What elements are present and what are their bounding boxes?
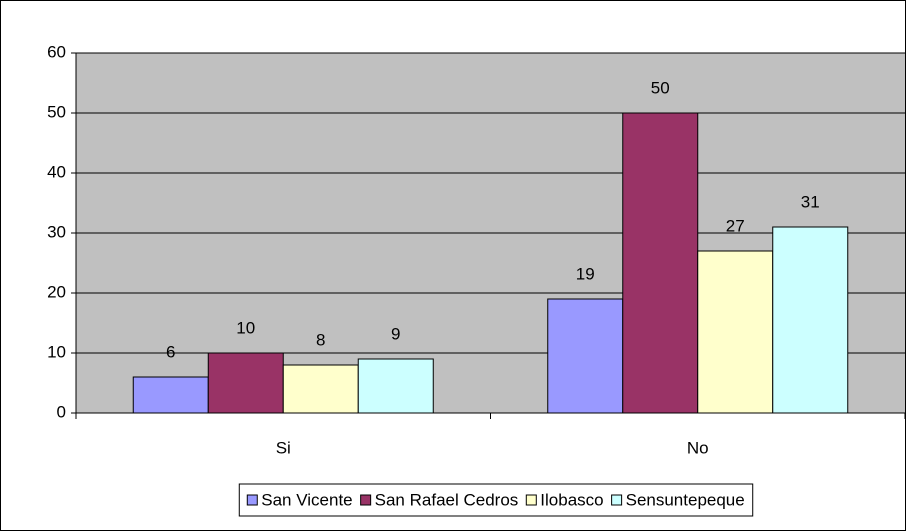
legend: San Vicente San Rafael Cedros Ilobasco Sens… <box>238 483 754 517</box>
y-tick-label: 50 <box>47 102 66 121</box>
y-tick-label: 0 <box>57 402 66 421</box>
legend-label: Ilobasco <box>540 490 603 509</box>
y-tick-label: 30 <box>47 222 66 241</box>
y-tick-label: 60 <box>47 42 66 61</box>
legend-label: San Rafael Cedros <box>375 490 519 509</box>
value-label: 50 <box>651 78 670 97</box>
x-tick-label: No <box>687 438 709 457</box>
legend-swatch <box>525 494 537 506</box>
legend-swatch <box>246 494 258 506</box>
bar <box>772 226 849 414</box>
bar <box>622 112 699 414</box>
value-label: 9 <box>391 324 400 343</box>
value-label: 31 <box>801 192 820 211</box>
bar <box>697 250 774 414</box>
legend-swatch <box>360 494 372 506</box>
legend-swatch <box>611 494 623 506</box>
x-tick-label: Si <box>276 438 291 457</box>
y-tick-label: 20 <box>47 282 66 301</box>
legend-label: Sensuntepeque <box>626 490 745 509</box>
value-label: 19 <box>576 264 595 283</box>
y-tick-label: 10 <box>47 342 66 361</box>
y-tick-label: 40 <box>47 162 66 181</box>
value-label: 8 <box>316 330 325 349</box>
bar <box>207 352 284 414</box>
value-label: 27 <box>726 216 745 235</box>
value-label: 6 <box>166 342 175 361</box>
legend-label: San Vicente <box>261 490 352 509</box>
bar <box>132 376 209 414</box>
bar <box>357 358 434 414</box>
bar <box>547 298 624 414</box>
legend-box <box>238 483 754 517</box>
value-label: 10 <box>236 318 255 337</box>
bar <box>282 364 359 414</box>
